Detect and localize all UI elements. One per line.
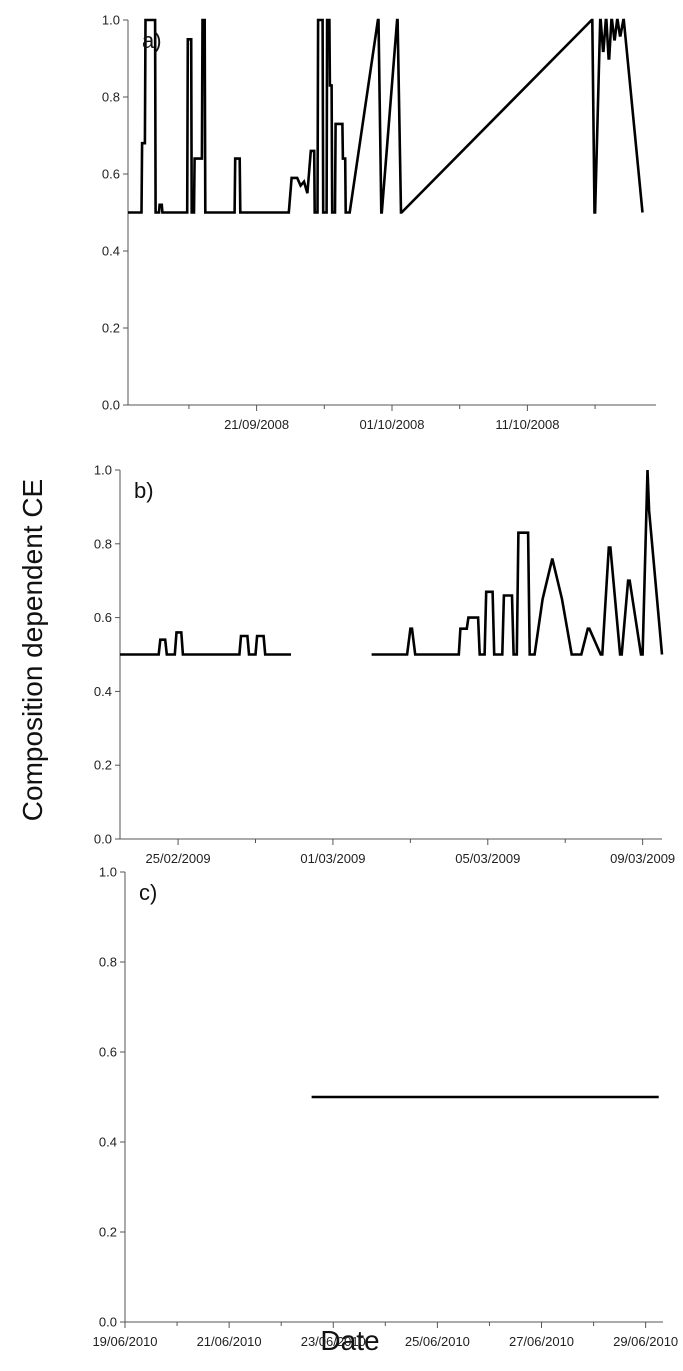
y-tick-label: 0.4 [99, 1135, 117, 1150]
y-tick-label: 0.8 [102, 90, 120, 105]
data-series-line [128, 18, 644, 214]
x-tick-label: 01/03/2009 [300, 851, 365, 866]
y-tick-label: 0.6 [102, 167, 120, 182]
x-tick-label: 05/03/2009 [455, 851, 520, 866]
y-tick-label: 0.8 [99, 955, 117, 970]
x-tick-label: 09/03/2009 [610, 851, 675, 866]
panel-label: c) [139, 880, 157, 905]
x-tick-label: 21/09/2008 [224, 417, 289, 432]
y-tick-label: 0.4 [102, 244, 120, 259]
y-tick-label: 0.6 [99, 1045, 117, 1060]
y-tick-label: 0.0 [102, 398, 120, 413]
x-tick-label: 25/02/2009 [146, 851, 211, 866]
panel-1: 0.0 0.2 0.4 0.6 0.8 1.0 21/09/2008 01/10/2008 11… [102, 13, 656, 432]
y-tick-label: 0.0 [94, 832, 112, 847]
x-tick-label: 23/06/2010 [301, 1334, 366, 1349]
y-tick-label: 0.0 [99, 1315, 117, 1330]
y-tick-label: 0.6 [94, 610, 112, 625]
y-tick-label: 0.2 [94, 758, 112, 773]
panel-3: 0.0 0.2 0.4 0.6 0.8 1.0 19/06/2010 21/06/2010 23… [92, 865, 678, 1350]
panel-2: 0.0 0.2 0.4 0.6 0.8 1.0 25/02/2009 01/03/2009 05… [94, 463, 675, 867]
y-tick-label: 1.0 [99, 865, 117, 880]
y-tick-label: 0.2 [102, 321, 120, 336]
y-tick-label: 0.2 [99, 1225, 117, 1240]
panel-label: b) [134, 478, 154, 503]
panels: 0.0 0.2 0.4 0.6 0.8 1.0 21/09/2008 01/10/2008 11… [92, 13, 678, 1350]
y-tick-label: 0.8 [94, 536, 112, 551]
x-tick-label: 25/06/2010 [405, 1334, 470, 1349]
x-tick-label: 27/06/2010 [509, 1334, 574, 1349]
x-tick-label: 29/06/2010 [613, 1334, 678, 1349]
data-series-line [371, 469, 664, 656]
x-tick-label: 01/10/2008 [359, 417, 424, 432]
panel-label: a) [142, 28, 162, 53]
x-tick-label: 21/06/2010 [197, 1334, 262, 1349]
x-tick-label: 19/06/2010 [92, 1334, 157, 1349]
x-axis-title: Date [320, 1325, 379, 1356]
y-tick-label: 1.0 [102, 13, 120, 28]
data-series-line [120, 631, 291, 656]
y-axis-title: Composition dependent CE [17, 479, 48, 821]
y-tick-label: 0.4 [94, 684, 112, 699]
y-tick-label: 1.0 [94, 463, 112, 478]
x-tick-label: 11/10/2008 [495, 417, 559, 432]
